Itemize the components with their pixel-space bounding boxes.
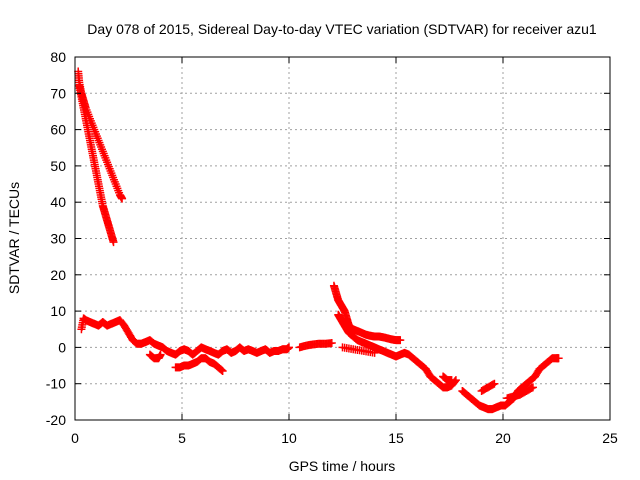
data-point [118,194,127,203]
series-arc-afternoon-lower [334,310,460,392]
y-tick-label: 50 [50,158,66,174]
x-axis-label: GPS time / hours [289,458,396,474]
series-arc-night-tail [503,383,537,403]
series-arc-lower-descending [75,82,118,247]
data-point [554,354,563,363]
x-tick-label: 0 [71,430,79,446]
series-arc-midday [295,339,336,352]
y-tick-label: -20 [46,412,66,428]
data-point [370,348,379,357]
chart-title: Day 078 of 2015, Sidereal Day-to-day VTE… [87,21,597,37]
data-point [396,336,405,345]
y-tick-label: 80 [50,49,66,65]
data-point [327,339,336,348]
data-point [109,238,118,247]
y-tick-label: 20 [50,267,66,283]
series-arc-afternoon-offshoot [338,343,379,357]
data-point [447,376,456,385]
x-tick-label: 20 [495,430,511,446]
data-point [285,343,293,352]
y-tick-label: -10 [46,376,66,392]
series-arc-night-short [477,379,499,395]
y-tick-label: 40 [50,194,66,210]
x-tick-label: 25 [602,430,618,446]
data-points [74,67,563,414]
x-tick-label: 15 [388,430,404,446]
y-tick-label: 60 [50,122,66,138]
y-tick-label: 0 [58,339,66,355]
x-tick-label: 5 [178,430,186,446]
series-arc-morning-dip [145,350,165,363]
data-point [218,366,227,375]
y-axis-label: SDTVAR / TECUs [6,182,22,294]
y-tick-label: 70 [50,85,66,101]
y-tick-label: 10 [50,303,66,319]
data-point [490,379,499,388]
data-point [528,383,537,392]
x-tick-label: 10 [281,430,297,446]
data-point [156,350,165,359]
data-point [451,377,460,386]
series-arc-evening [439,372,456,385]
series-arc-morning-cross [171,354,227,375]
y-tick-label: 30 [50,231,66,247]
series-arc-morning-baseline [77,314,293,359]
series-arc-afternoon-upper [329,281,405,345]
axis-ticks: 0 5 10 15 20 25 -20 -10 0 10 20 30 40 50 60 70 80 [46,49,618,446]
grid [75,57,610,420]
